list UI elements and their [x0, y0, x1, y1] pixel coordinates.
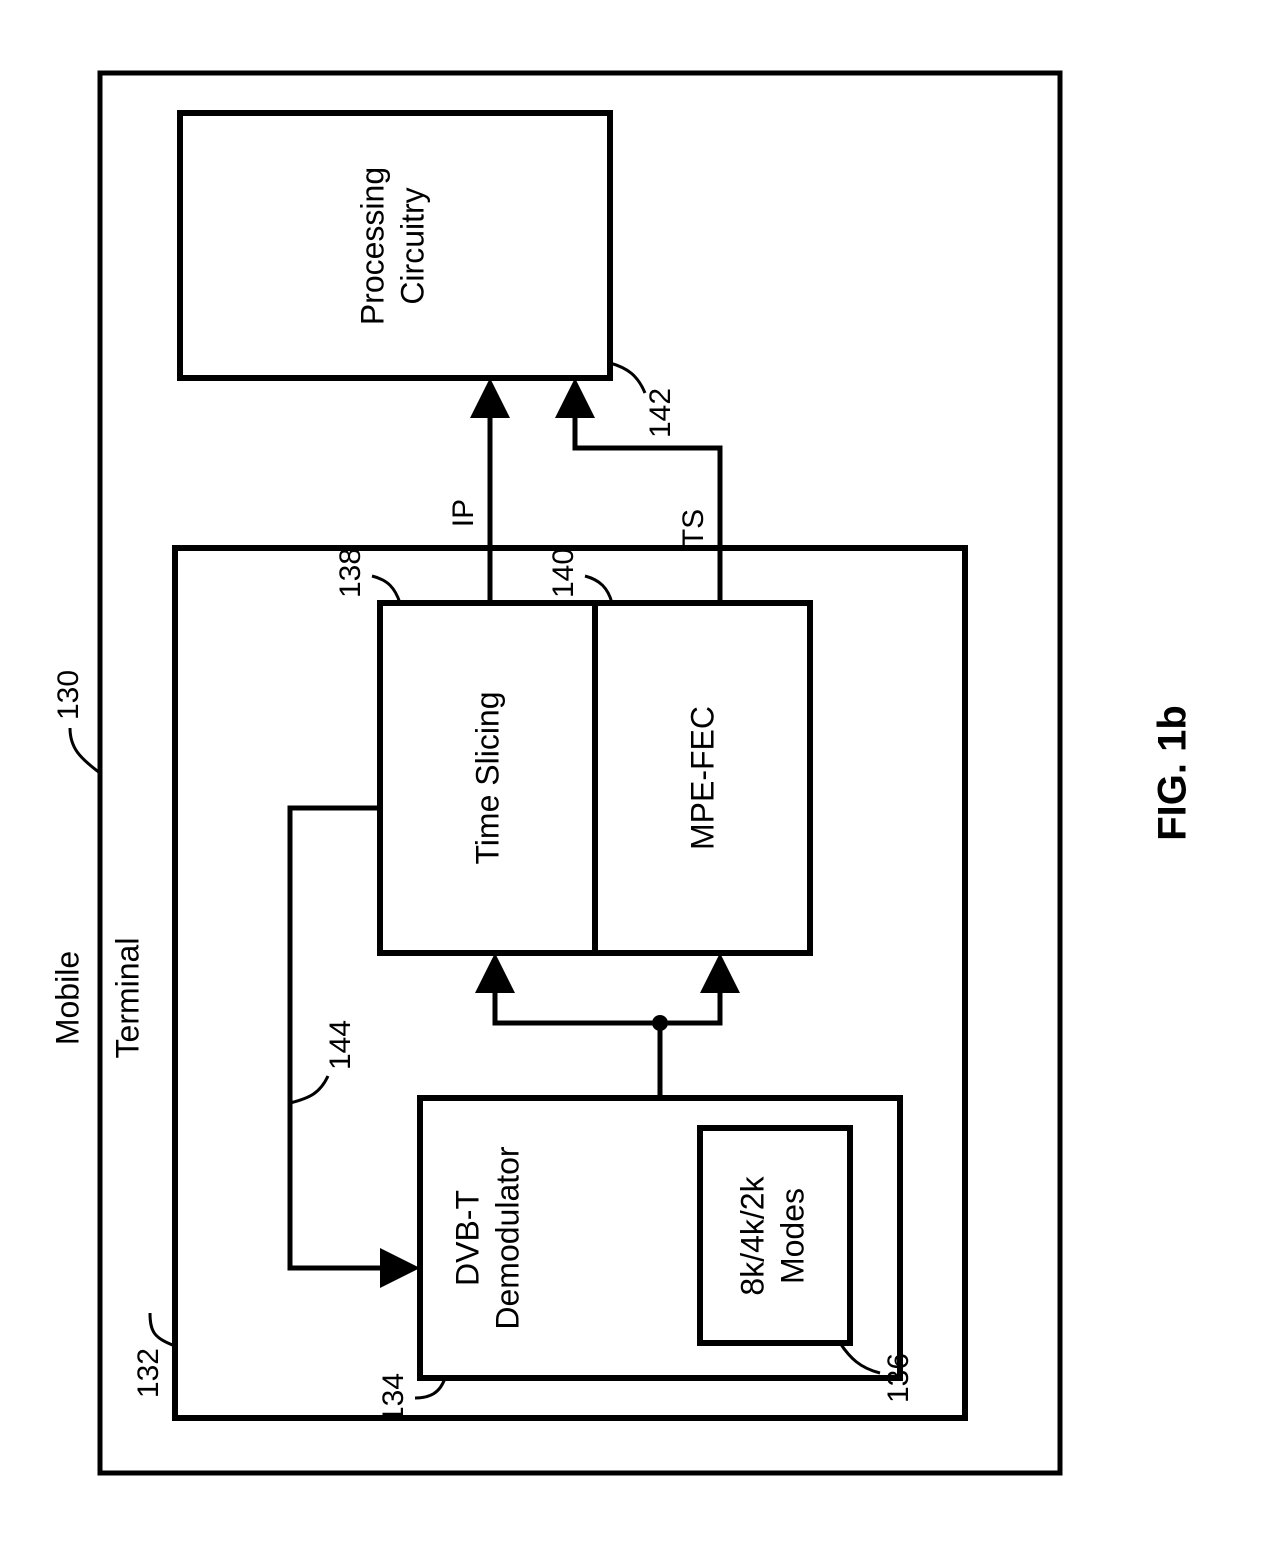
ts-label: TS [677, 509, 710, 547]
figure-caption: FIG. 1b [1151, 705, 1195, 841]
ref-134: 134 [377, 1373, 410, 1423]
ref-138: 138 [334, 548, 367, 598]
proc-label-2: Circuitry [394, 187, 430, 304]
ref-142: 142 [644, 388, 677, 438]
ip-label: IP [447, 499, 480, 527]
modes-label-2: Modes [774, 1188, 810, 1284]
mobile-terminal-label-2: Terminal [109, 938, 145, 1059]
ref-144: 144 [324, 1020, 357, 1070]
proc-label-1: Processing [354, 167, 390, 325]
ref-136: 136 [882, 1353, 915, 1403]
time-slicing-label: Time Slicing [469, 691, 505, 864]
mobile-terminal-label-1: Mobile [49, 951, 85, 1045]
ref-130: 130 [52, 670, 85, 720]
ref-132: 132 [132, 1348, 165, 1398]
ref-140: 140 [547, 548, 580, 598]
mpe-fec-label: MPE-FEC [684, 706, 720, 850]
demod-label-1: DVB-T [449, 1190, 485, 1286]
ref-leader-130 [70, 728, 100, 773]
modes-label-1: 8k/4k/2k [734, 1175, 770, 1295]
demod-label-2: Demodulator [489, 1146, 525, 1330]
